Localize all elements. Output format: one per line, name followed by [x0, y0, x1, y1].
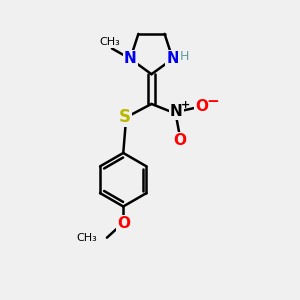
Text: N: N [124, 51, 137, 66]
Text: O: O [117, 216, 130, 231]
Text: N: N [166, 51, 179, 66]
Text: −: − [206, 94, 219, 109]
Text: O: O [195, 99, 208, 114]
Text: O: O [173, 133, 186, 148]
Text: CH₃: CH₃ [99, 38, 120, 47]
Text: +: + [181, 100, 190, 110]
Text: H: H [179, 50, 189, 63]
Text: S: S [119, 108, 131, 126]
Text: N: N [170, 104, 182, 119]
Text: CH₃: CH₃ [76, 233, 98, 243]
